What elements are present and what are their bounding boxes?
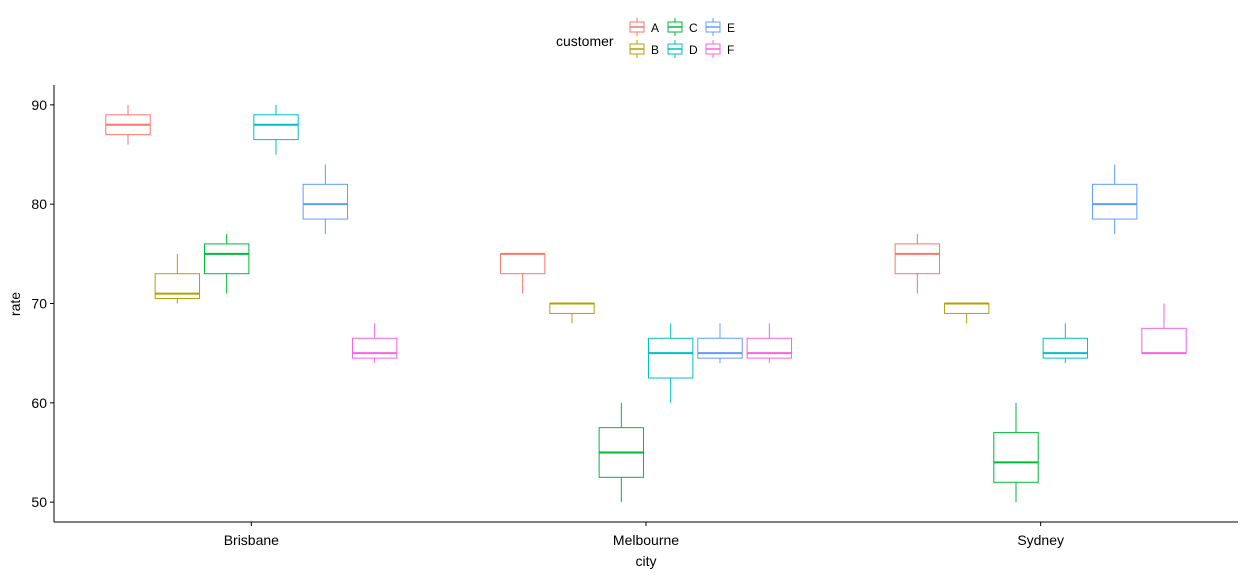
box-iqr	[1141, 327, 1187, 354]
box-A-melbourne	[499, 252, 546, 294]
legend-item-F: F	[705, 40, 734, 58]
box-D-sydney	[1042, 323, 1089, 364]
legend-title: customer	[556, 33, 614, 49]
box-iqr	[499, 253, 546, 275]
box-iqr	[697, 337, 743, 359]
legend-item-E: E	[705, 18, 735, 36]
x-axis-title: city	[636, 553, 657, 569]
legend-item-B: B	[629, 40, 659, 58]
legend-label: C	[689, 21, 698, 35]
y-tick-label: 50	[31, 494, 47, 510]
y-axis-title: rate	[7, 292, 23, 316]
box-C-sydney	[993, 402, 1039, 503]
box-iqr	[154, 273, 201, 300]
legend-item-C: C	[667, 18, 698, 36]
plot-panel: 50 60 70 80 90 Brisbane Melbourne Sydney	[31, 85, 1238, 548]
box-iqr	[351, 337, 398, 359]
box-iqr	[943, 303, 990, 314]
legend: customer AB CD EF	[556, 18, 735, 58]
y-tick-label: 90	[31, 97, 47, 113]
box-F-melbourne	[746, 323, 793, 364]
box-iqr	[993, 432, 1039, 483]
y-tick-label: 70	[31, 296, 47, 312]
box-iqr	[1091, 183, 1138, 220]
box-E-brisbane	[302, 164, 349, 234]
legend-label: E	[727, 21, 735, 35]
box-C-melbourne	[598, 402, 645, 503]
box-iqr	[302, 183, 349, 220]
x-tick-label: Sydney	[1017, 532, 1064, 548]
box-B-brisbane	[154, 253, 201, 304]
box-B-sydney	[943, 302, 990, 324]
legend-item-A: A	[629, 18, 659, 36]
box-D-brisbane	[253, 104, 299, 155]
box-F-brisbane	[351, 323, 398, 364]
x-tick-label: Melbourne	[613, 532, 679, 548]
x-tick-label: Brisbane	[224, 532, 279, 548]
y-tick-label: 60	[31, 395, 47, 411]
box-iqr	[746, 337, 793, 359]
box-iqr	[253, 114, 299, 141]
box-iqr	[894, 243, 941, 275]
box-E-sydney	[1091, 164, 1138, 234]
box-E-melbourne	[697, 323, 743, 364]
box-A-brisbane	[105, 104, 151, 145]
legend-label: A	[651, 21, 659, 35]
legend-item-D: D	[667, 40, 698, 58]
box-C-brisbane	[203, 233, 250, 294]
legend-label: D	[689, 43, 698, 57]
box-iqr	[549, 303, 595, 314]
box-A-sydney	[894, 233, 941, 294]
box-F-sydney	[1141, 303, 1187, 355]
y-tick-label: 80	[31, 196, 47, 212]
legend-label: F	[727, 43, 734, 57]
box-iqr	[203, 243, 250, 275]
legend-label: B	[651, 43, 659, 57]
box-B-melbourne	[549, 302, 595, 324]
box-iqr	[647, 337, 694, 379]
box-D-melbourne	[647, 323, 694, 403]
box-iqr	[1042, 337, 1089, 359]
